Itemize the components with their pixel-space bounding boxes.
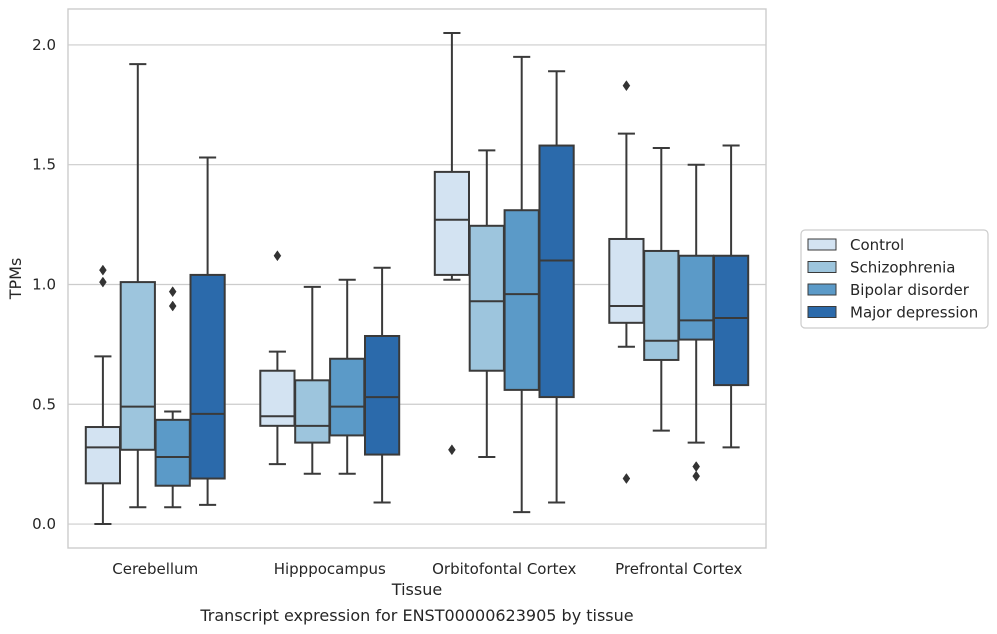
plot-frame [67, 8, 767, 549]
box-body [84, 426, 122, 485]
y-tick-label: 2.0 [32, 36, 56, 54]
y-axis-label: TPMs [6, 258, 25, 301]
box-body [678, 254, 715, 341]
box-body [712, 254, 750, 387]
box-body [608, 237, 645, 324]
chart-caption: Transcript expression for ENST0000062390… [200, 606, 634, 625]
outlier-point [273, 250, 282, 262]
outlier-point [99, 264, 107, 276]
y-tick-label: 0.0 [32, 515, 56, 533]
box-hipppocampus-major-depression [363, 266, 401, 504]
box-orbitofontal-cortex-control [433, 31, 471, 456]
box-body [468, 224, 505, 372]
box-body [643, 249, 680, 361]
box-cerebellum-schizophrenia [119, 63, 156, 509]
y-tick-labels: 0.0 0.5 1.0 1.5 2.0 [32, 36, 56, 533]
box-cerebellum-bipolar-disorder [154, 286, 191, 509]
box-body [433, 170, 471, 276]
outlier-point [168, 286, 177, 298]
box-body [154, 418, 191, 487]
outlier-point [692, 470, 701, 482]
box-body [363, 334, 401, 456]
box-body [329, 357, 366, 437]
x-tick-labels: Cerebellum Hipppocampus Orbitofontal Corte… [112, 560, 742, 578]
box-plots [84, 31, 750, 526]
box-prefrontal-cortex-control [608, 80, 645, 484]
x-tick-label: Hipppocampus [274, 560, 386, 578]
box-body [538, 144, 575, 399]
legend-label-control: Control [850, 236, 904, 254]
box-body [503, 209, 540, 391]
box-prefrontal-cortex-bipolar-disorder [678, 163, 715, 482]
x-tick-label: Orbitofontal Cortex [432, 560, 576, 578]
outlier-point [692, 461, 701, 472]
legend-frame [800, 229, 989, 329]
outlier-point [168, 300, 177, 312]
box-cerebellum-major-depression [189, 156, 226, 506]
y-tick-label: 1.5 [32, 156, 56, 174]
box-prefrontal-cortex-major-depression [712, 144, 750, 449]
outlier-point [622, 80, 631, 92]
box-hipppocampus-control [259, 250, 296, 466]
legend-label-schizophrenia: Schizophrenia [850, 259, 955, 277]
legend-swatch-control [807, 238, 837, 251]
y-tick-label: 1.0 [32, 275, 56, 293]
outlier-point [622, 473, 631, 484]
box-prefrontal-cortex-schizophrenia [643, 146, 680, 432]
box-cerebellum-control [84, 264, 122, 526]
x-tick-label: Cerebellum [112, 560, 198, 578]
box-body [189, 273, 226, 480]
legend-swatch-major-depression [807, 306, 837, 318]
box-orbitofontal-cortex-schizophrenia [468, 149, 505, 458]
y-tick-label: 0.5 [32, 395, 56, 413]
legend-swatch-bipolar-disorder [807, 283, 837, 296]
legend-swatch-schizophrenia [807, 261, 837, 273]
x-tick-label: Prefrontal Cortex [615, 560, 742, 578]
legend: Control Schizophrenia Bipolar disorder Majo… [800, 229, 989, 329]
x-axis-label: Tissue [391, 580, 442, 599]
box-hipppocampus-schizophrenia [294, 285, 331, 475]
legend-label-major-depression: Major depression [850, 304, 978, 322]
box-orbitofontal-cortex-bipolar-disorder [503, 55, 540, 514]
outlier-point [448, 444, 456, 456]
box-orbitofontal-cortex-major-depression [538, 70, 575, 504]
grid-lines [68, 44, 766, 525]
box-hipppocampus-bipolar-disorder [329, 278, 366, 475]
box-body [119, 281, 156, 451]
box-body [259, 369, 296, 427]
outlier-point [99, 276, 107, 288]
legend-label-bipolar-disorder: Bipolar disorder [850, 281, 970, 299]
box-body [294, 379, 331, 444]
